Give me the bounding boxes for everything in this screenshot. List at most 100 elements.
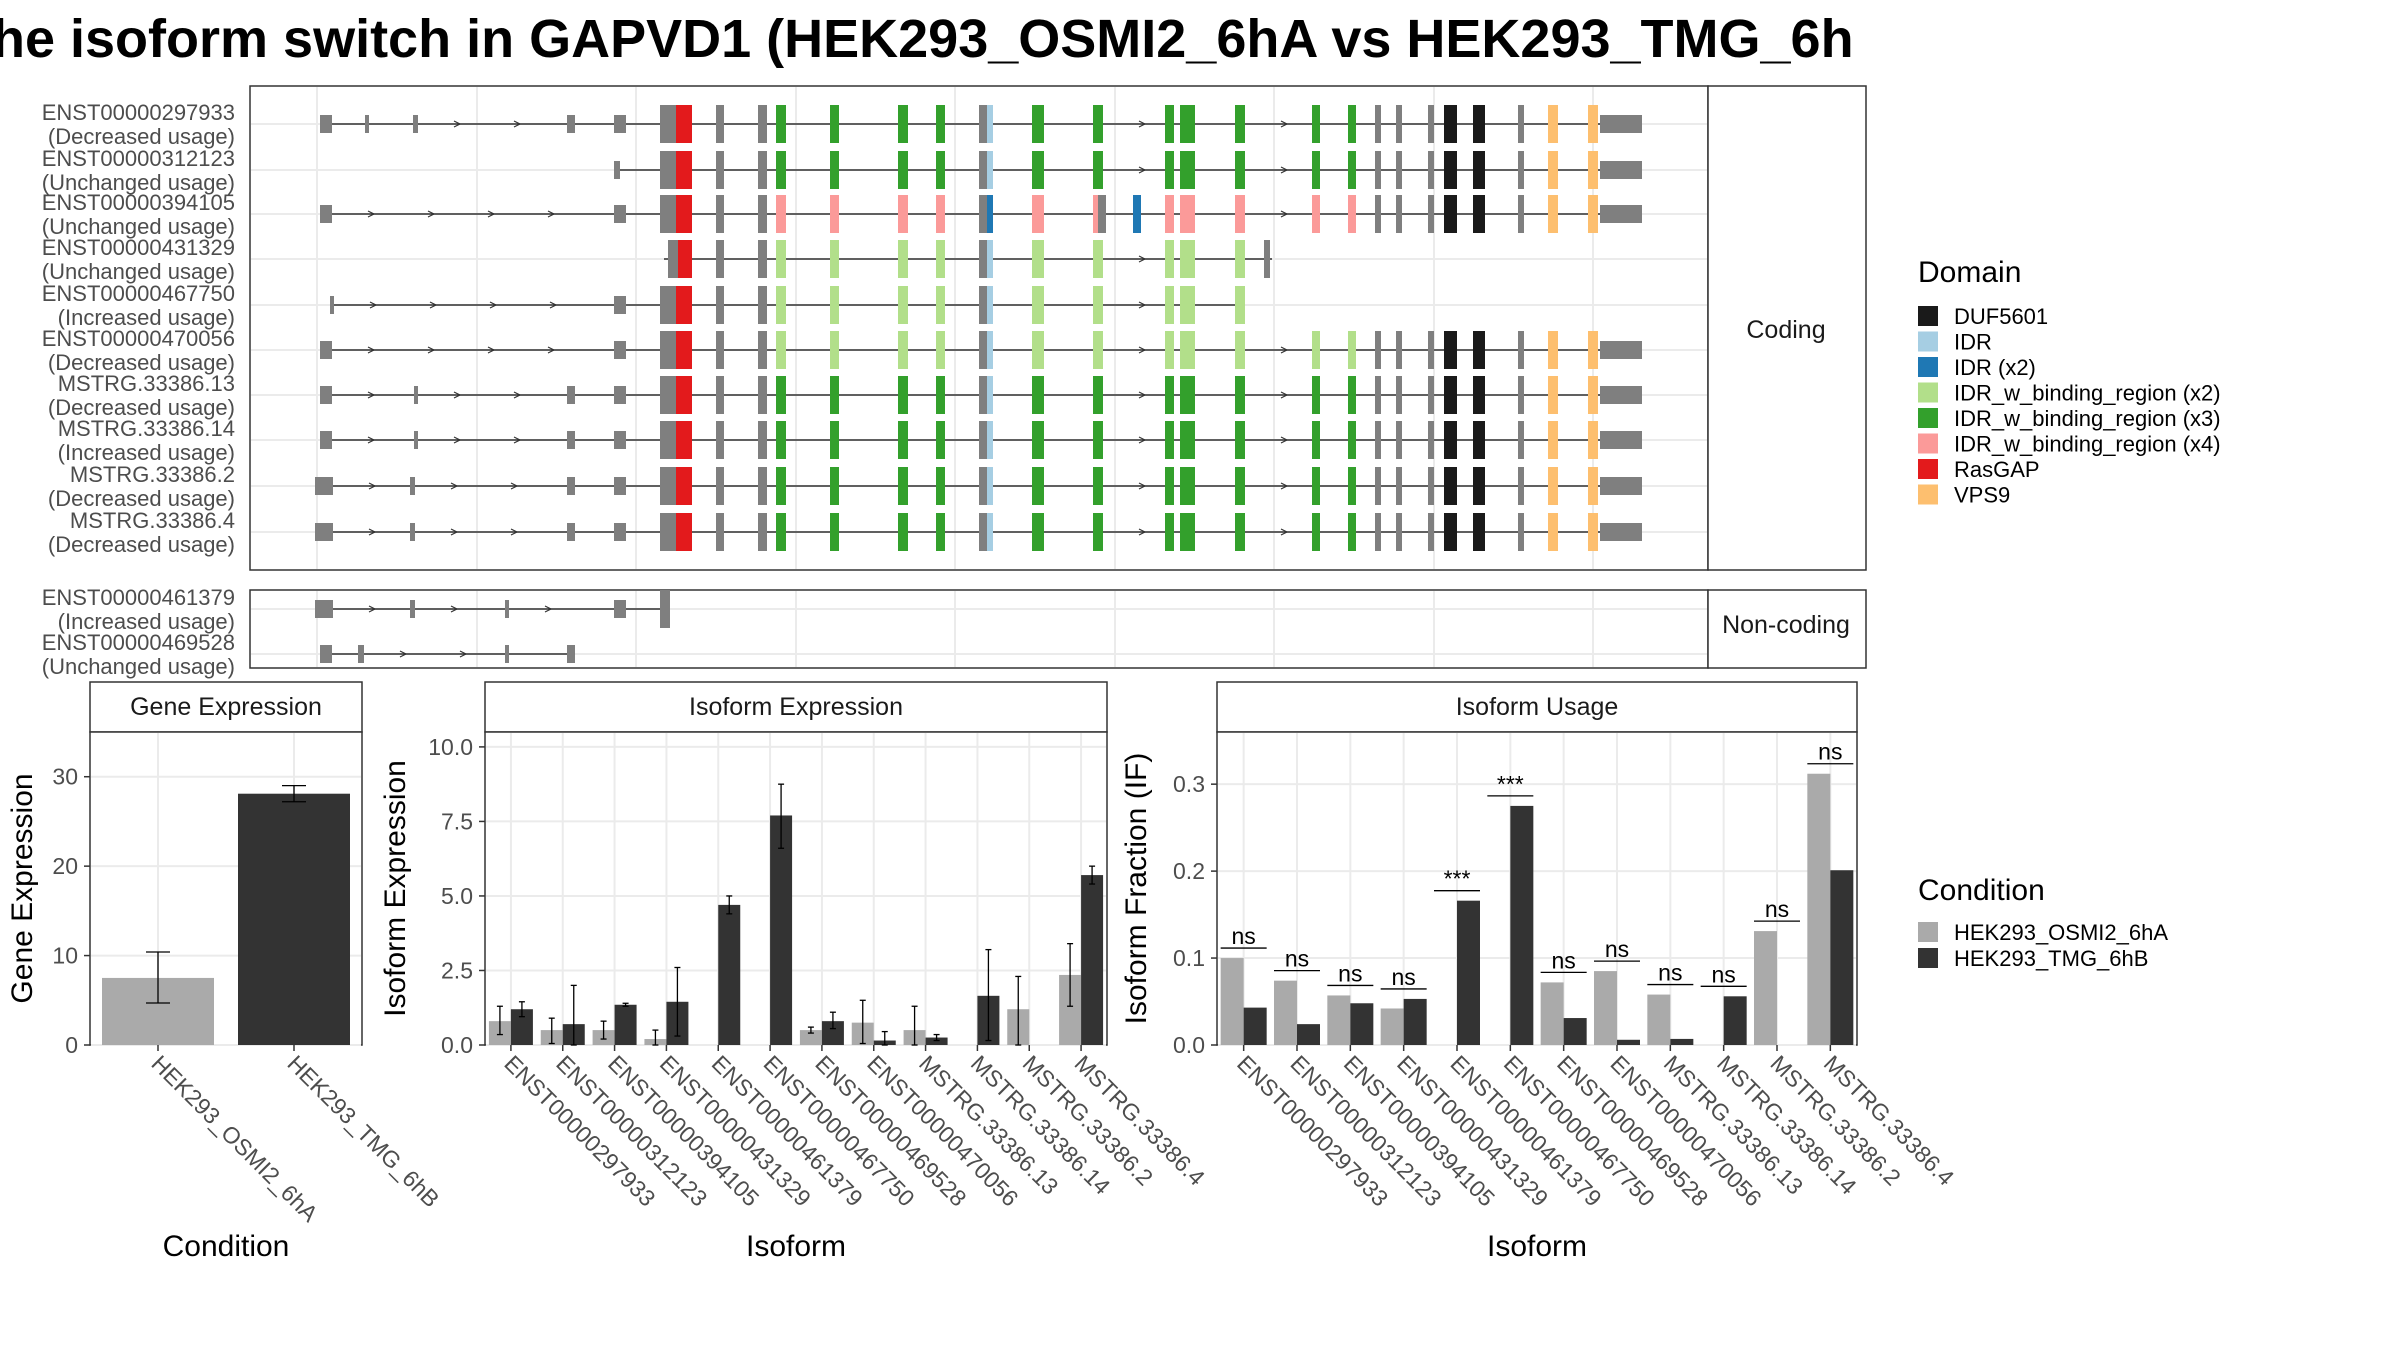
- chart-strip: [484, 681, 1108, 733]
- legend-swatch: [1918, 382, 1938, 403]
- exon-block: [660, 286, 676, 324]
- bar: [510, 1009, 533, 1045]
- exon-block: [1444, 421, 1457, 459]
- exon-block: [776, 376, 786, 414]
- exon-block: [979, 376, 987, 414]
- exon-block: [1473, 513, 1485, 551]
- direction-arrow: [487, 210, 496, 218]
- exon-block: [1093, 421, 1103, 459]
- legend-domain-title: Domain: [1918, 256, 2021, 289]
- exon-block: [936, 513, 945, 551]
- x-axis-title: Condition: [163, 1230, 290, 1263]
- direction-arrow: [459, 650, 468, 658]
- x-axis-title: Isoform: [746, 1230, 846, 1263]
- exon-block: [567, 431, 575, 449]
- exon-block: [1548, 331, 1558, 369]
- exon-block: [1032, 467, 1044, 505]
- exon-block: [1165, 513, 1174, 551]
- exon-block: [660, 467, 676, 505]
- exon-block: [614, 296, 626, 314]
- direction-arrow: [549, 301, 558, 309]
- exon-block: [1312, 195, 1320, 233]
- exon-block: [1473, 151, 1485, 189]
- exon-block: [979, 331, 987, 369]
- bar: [1807, 773, 1831, 1045]
- transcript-usage-label: (Increased usage): [58, 305, 235, 330]
- transcript-noncoding-0: [315, 590, 670, 628]
- x-axis-title: Isoform: [1487, 1230, 1587, 1263]
- plot-frame: [484, 731, 1108, 1046]
- exon-block: [320, 431, 332, 449]
- transcript-coding-0: [320, 105, 1642, 143]
- transcript-id-label: MSTRG.33386.14: [58, 416, 235, 441]
- exon-block: [830, 376, 839, 414]
- exon-block: [567, 115, 575, 133]
- transcript-noncoding-1: [320, 645, 575, 663]
- exon-block: [830, 105, 839, 143]
- exon-block: [410, 523, 415, 541]
- exon-block: [660, 421, 676, 459]
- exon-block: [758, 467, 767, 505]
- exon-block: [1548, 151, 1558, 189]
- exon-block: [1396, 467, 1402, 505]
- bar: [925, 1037, 948, 1045]
- direction-arrow: [1280, 436, 1289, 444]
- exon-block: [614, 205, 626, 223]
- exon-block: [936, 467, 945, 505]
- bar: [1243, 1007, 1267, 1045]
- y-tick-label: 0.0: [1173, 1032, 1205, 1058]
- exon-block: [1396, 421, 1402, 459]
- exon-block: [830, 286, 839, 324]
- bar: [770, 815, 793, 1045]
- exon-block: [1165, 105, 1174, 143]
- exon-block: [716, 513, 724, 551]
- legend-domain-label: DUF5601: [1954, 304, 2048, 329]
- transcript-coding-6: [320, 376, 1642, 414]
- exon-block: [1312, 105, 1320, 143]
- exon-block: [1588, 105, 1598, 143]
- exon-block: [1180, 240, 1195, 278]
- significance-label: ns: [1712, 961, 1736, 987]
- exon-block: [1348, 195, 1356, 233]
- exon-block: [987, 105, 993, 143]
- direction-arrow: [427, 346, 436, 354]
- x-tick-label: HEK293_TMG_6hB: [282, 1050, 444, 1212]
- transcript-id-label: ENST00000467750: [42, 281, 235, 306]
- figure-title: he isoform switch in GAPVD1 (HEK293_OSMI…: [0, 9, 1854, 69]
- direction-arrow: [513, 120, 522, 128]
- exon-block: [614, 161, 620, 179]
- direction-arrow: [1138, 301, 1147, 309]
- direction-arrow: [1138, 436, 1147, 444]
- exon-block: [1165, 286, 1174, 324]
- exon-block: [1375, 376, 1381, 414]
- exon-block: [979, 467, 987, 505]
- exon-block: [1600, 161, 1642, 179]
- exon-block: [676, 376, 692, 414]
- exon-block: [1428, 105, 1434, 143]
- exon-block: [1548, 105, 1558, 143]
- exon-block: [1518, 105, 1524, 143]
- exon-block: [614, 523, 626, 541]
- exon-block: [898, 467, 908, 505]
- bar: [1540, 982, 1564, 1045]
- significance-label: ns: [1392, 964, 1416, 990]
- bar: [1647, 994, 1671, 1045]
- bar: [1723, 996, 1747, 1045]
- exon-block: [987, 151, 993, 189]
- exon-block: [676, 331, 692, 369]
- exon-block: [830, 331, 839, 369]
- exon-block: [1165, 151, 1174, 189]
- exon-block: [365, 115, 369, 133]
- exon-block: [660, 151, 676, 189]
- transcript-coding-8: [315, 467, 1642, 505]
- exon-block: [1093, 376, 1103, 414]
- transcript-usage-label: (Unchanged usage): [42, 214, 235, 239]
- exon-block: [660, 513, 676, 551]
- transcript-coding-3: [664, 240, 1272, 278]
- exon-block: [1396, 195, 1402, 233]
- exon-block: [830, 467, 839, 505]
- exon-block: [758, 105, 767, 143]
- direction-arrow: [547, 210, 556, 218]
- transcript-coding-2: [320, 195, 1642, 233]
- exon-block: [979, 151, 987, 189]
